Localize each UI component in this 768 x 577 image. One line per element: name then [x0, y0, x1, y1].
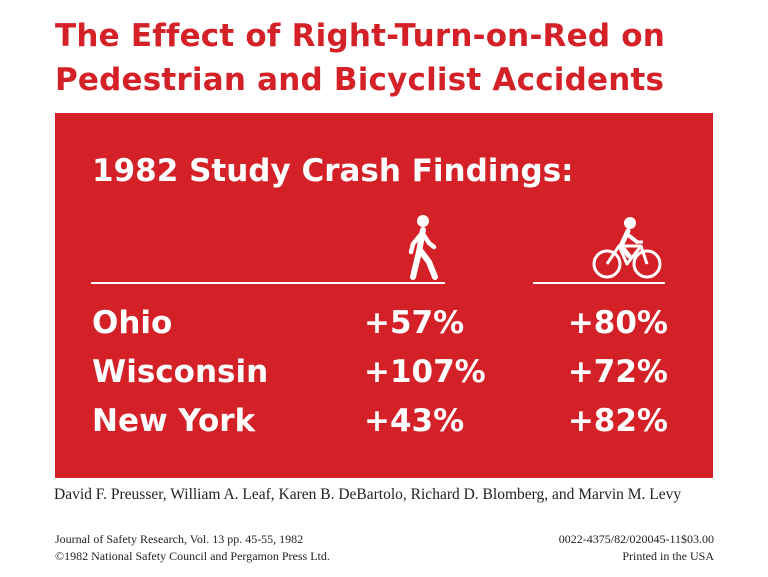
state-label: Wisconsin	[92, 354, 269, 390]
citation-copyright: ©1982 National Safety Council and Pergam…	[55, 549, 330, 563]
state-label: Ohio	[92, 305, 173, 341]
citation-authors: David F. Preusser, William A. Leaf, Kare…	[54, 486, 682, 503]
pedestrian-value: +57%	[364, 305, 465, 341]
pedestrian-column-rule	[91, 282, 445, 284]
table-row: Wisconsin +107% +72%	[55, 350, 713, 394]
pedestrian-icon	[403, 214, 441, 280]
title-line-1: The Effect of Right-Turn-on-Red on	[55, 18, 665, 54]
state-label: New York	[92, 403, 256, 439]
pedestrian-value: +107%	[364, 354, 486, 390]
bicyclist-icon	[591, 216, 663, 282]
table-row: New York +43% +82%	[55, 399, 713, 443]
title-line-2: Pedestrian and Bicyclist Accidents	[55, 62, 665, 98]
findings-panel: 1982 Study Crash Findings: Ohio +57% +80…	[55, 113, 713, 478]
citation-code: 0022-4375/82/020045-11$03.00	[558, 532, 714, 546]
pedestrian-value: +43%	[364, 403, 465, 439]
bicyclist-value: +80%	[567, 305, 668, 341]
findings-title: 1982 Study Crash Findings:	[92, 153, 574, 189]
bicyclist-column-rule	[533, 282, 665, 284]
page-title: The Effect of Right-Turn-on-Red on Pedes…	[55, 14, 745, 102]
bicyclist-value: +72%	[567, 354, 668, 390]
citation-printed: Printed in the USA	[622, 549, 714, 563]
table-row: Ohio +57% +80%	[55, 301, 713, 345]
bicyclist-value: +82%	[567, 403, 668, 439]
citation-journal: Journal of Safety Research, Vol. 13 pp. …	[55, 532, 304, 546]
